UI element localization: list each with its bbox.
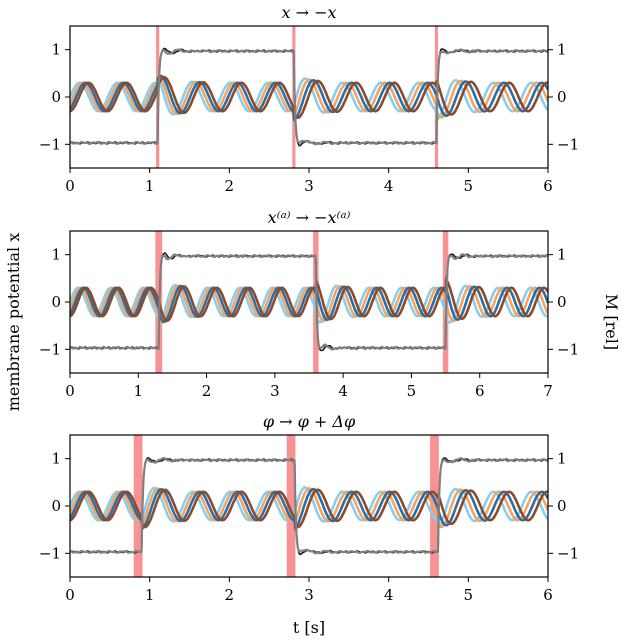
y-tick-label-right: 0 [557, 293, 567, 311]
panel-2: 0 1 2 3 4 5 6 7 −1 0 1 −1 0 1 x⁽ᵃ⁾ → −x⁽ᵃ⁾ [39, 208, 579, 400]
y-tick-label-right: 0 [557, 88, 567, 106]
x-tick-label: 5 [407, 382, 417, 400]
panel-3: 0 1 2 3 4 5 6 −1 0 1 −1 0 1 φ → φ + Δφ [39, 412, 579, 604]
y-tick-label-left: 0 [51, 497, 61, 515]
oscillator-trace-4 [70, 75, 548, 119]
perturbation-band [430, 435, 439, 577]
x-tick-label: 1 [145, 177, 155, 195]
panel-title: x → −x [281, 3, 336, 22]
plot-area [70, 231, 548, 373]
x-tick-label: 6 [475, 382, 485, 400]
x-tick-label: 1 [145, 586, 155, 604]
x-axis-label: t [s] [293, 618, 325, 637]
x-tick-label: 0 [65, 382, 75, 400]
y-tick-label-right: −1 [557, 135, 579, 153]
x-tick-label: 0 [65, 586, 75, 604]
plot-area [70, 26, 548, 168]
order-parameter-trace [70, 48, 548, 146]
x-tick-label: 2 [225, 586, 235, 604]
panel-title: φ → φ + Δφ [263, 412, 356, 431]
perturbation-band [133, 435, 143, 577]
x-tick-label: 2 [202, 382, 212, 400]
x-tick-label: 0 [65, 177, 75, 195]
x-tick-label: 6 [543, 177, 553, 195]
x-tick-label: 4 [384, 586, 394, 604]
y-tick-label-left: 0 [51, 293, 61, 311]
x-tick-label: 7 [543, 382, 553, 400]
oscillator-trace-4 [70, 275, 548, 323]
x-tick-label: 1 [134, 382, 144, 400]
y-axis-left-label: membrane potential x [4, 233, 23, 412]
x-tick-label: 5 [464, 586, 474, 604]
x-tick-label: 3 [304, 586, 314, 604]
y-tick-label-right: 0 [557, 497, 567, 515]
y-tick-label-left: −1 [39, 135, 61, 153]
panel-1: 0 1 2 3 4 5 6 −1 0 1 −1 0 1 x → −x [39, 3, 579, 195]
oscillator-trace-4 [70, 488, 548, 529]
y-tick-label-left: −1 [39, 340, 61, 358]
order-parameter-trace [70, 253, 548, 351]
plot-area [70, 435, 548, 577]
x-tick-label: 5 [464, 177, 474, 195]
y-tick-label-right: 1 [557, 41, 567, 59]
oscillator-trace-2 [70, 487, 548, 531]
panel-title: x⁽ᵃ⁾ → −x⁽ᵃ⁾ [268, 208, 351, 227]
x-tick-label: 4 [384, 177, 394, 195]
x-tick-label: 4 [338, 382, 348, 400]
y-tick-label-left: 1 [51, 450, 61, 468]
x-tick-label: 2 [225, 177, 235, 195]
y-tick-label-left: −1 [39, 544, 61, 562]
x-tick-label: 3 [304, 177, 314, 195]
x-tick-label: 6 [543, 586, 553, 604]
perturbation-band [286, 435, 296, 577]
x-tick-label: 3 [270, 382, 280, 400]
y-tick-label-right: −1 [557, 340, 579, 358]
order-parameter-trace [70, 457, 548, 555]
y-tick-label-right: 1 [557, 246, 567, 264]
y-tick-label-left: 1 [51, 41, 61, 59]
y-tick-label-left: 0 [51, 88, 61, 106]
y-tick-label-left: 1 [51, 246, 61, 264]
y-tick-label-right: −1 [557, 544, 579, 562]
y-axis-right-label: M [rel] [602, 294, 621, 350]
y-tick-label-right: 1 [557, 450, 567, 468]
oscillator-trace-2 [70, 72, 548, 119]
